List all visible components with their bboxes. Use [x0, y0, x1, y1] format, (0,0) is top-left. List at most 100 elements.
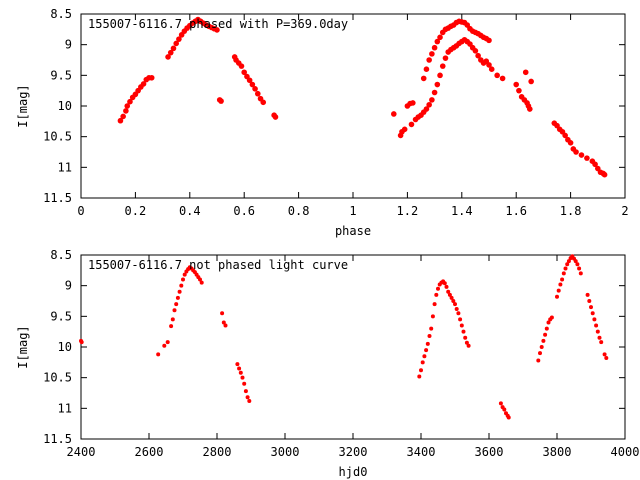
- unphased-data-point: [427, 333, 432, 338]
- unphased-x-tick-label: 2600: [135, 445, 164, 459]
- unphased-data-point: [237, 366, 242, 371]
- phased-data-point: [140, 81, 147, 87]
- phased-data-point: [499, 75, 506, 82]
- phased-x-tick-label: 1.6: [505, 204, 527, 218]
- unphased-data-point: [243, 389, 248, 394]
- unphased-data-point: [539, 345, 544, 349]
- unphased-data-point: [174, 302, 179, 307]
- unphased-data-point: [577, 266, 582, 271]
- phased-data-point: [442, 55, 449, 61]
- phased-data-point: [420, 75, 427, 82]
- unphased-x-tick-label: 4000: [611, 445, 640, 459]
- phased-data-point: [254, 90, 261, 97]
- phased-data-point: [170, 45, 177, 52]
- phased-data-point: [127, 98, 133, 105]
- unphased-data-point: [444, 284, 449, 289]
- phased-data-point: [592, 161, 598, 168]
- phased-data-point: [165, 54, 171, 60]
- unphased-data-point: [595, 329, 600, 334]
- unphased-data-point: [454, 306, 459, 311]
- unphased-data-point: [170, 317, 175, 322]
- unphased-x-tick-label: 3200: [339, 445, 368, 459]
- phased-x-tick-label: 2: [621, 204, 628, 218]
- phased-data-point: [429, 97, 435, 103]
- phased-data-point: [426, 101, 432, 108]
- unphased-x-tick-label: 2400: [67, 445, 96, 459]
- phased-data-point: [578, 152, 585, 158]
- unphased-data-point: [447, 292, 452, 297]
- unphased-data-point: [555, 294, 559, 299]
- phased-data-point: [429, 51, 435, 57]
- unphased-data-point: [169, 324, 174, 329]
- unphased-data-point: [556, 288, 561, 293]
- phased-y-tick-label: 10.5: [43, 130, 72, 144]
- unphased-data-point: [453, 302, 457, 307]
- unphased-x-tick-label: 3600: [475, 445, 504, 459]
- unphased-data-point: [235, 362, 240, 367]
- phased-x-tick-label: 0.6: [233, 204, 255, 218]
- unphased-data-point: [451, 299, 456, 303]
- unphased-data-point: [442, 281, 447, 286]
- unphased-data-point: [502, 407, 507, 412]
- unphased-data-point: [597, 335, 602, 340]
- phased-data-point: [475, 52, 481, 59]
- unphased-data-point: [156, 352, 161, 357]
- unphased-data-point: [565, 262, 570, 267]
- phased-data-point: [437, 72, 443, 79]
- unphased-data-point: [177, 289, 182, 294]
- phased-data-point: [573, 149, 579, 155]
- phased-data-point: [528, 78, 534, 85]
- unphased-data-point: [245, 395, 250, 400]
- unphased-data-point: [543, 332, 548, 337]
- phased-plot-title: 155007-6116.7 phased with P=369.0day: [88, 17, 348, 31]
- unphased-data-point: [162, 343, 167, 348]
- unphased-data-point: [198, 277, 202, 282]
- unphased-data-point: [585, 292, 590, 297]
- unphased-data-point: [544, 326, 549, 331]
- phased-data-point: [238, 63, 245, 69]
- unphased-x-axis-title: hjd0: [339, 465, 368, 479]
- unphased-data-point: [604, 356, 609, 361]
- unphased-data-point: [594, 323, 599, 328]
- phased-data-point: [173, 40, 179, 47]
- unphased-x-tick-label: 3400: [407, 445, 436, 459]
- phased-data-point: [494, 72, 500, 79]
- unphased-data-point: [449, 295, 454, 300]
- phased-y-tick-label: 11: [58, 160, 72, 174]
- phased-x-tick-label: 0.4: [179, 204, 201, 218]
- phased-data-point: [434, 81, 441, 88]
- phased-data-point: [584, 155, 590, 161]
- unphased-data-point: [425, 341, 430, 346]
- phased-data-point: [434, 38, 441, 45]
- unphased-y-tick-label: 11.5: [43, 432, 72, 446]
- unphased-data-point: [456, 311, 461, 316]
- unphased-data-point: [432, 302, 437, 307]
- unphased-data-point: [429, 326, 434, 331]
- unphased-data-point: [223, 323, 228, 328]
- phased-data-point: [260, 99, 267, 106]
- unphased-data-point: [538, 351, 542, 356]
- unphased-data-point: [578, 271, 583, 276]
- unphased-data-point: [424, 348, 429, 353]
- unphased-data-point: [238, 370, 243, 375]
- unphased-data-point: [446, 289, 451, 294]
- unphased-data-point: [175, 295, 180, 300]
- unphased-data-point: [506, 415, 511, 420]
- phased-data-point: [567, 140, 574, 146]
- phased-data-point: [472, 48, 479, 54]
- phased-x-tick-label: 0.8: [288, 204, 310, 218]
- unphased-data-point: [466, 343, 471, 348]
- unphased-data-point: [422, 354, 427, 359]
- phased-x-tick-label: 1.8: [560, 204, 582, 218]
- phased-data-point: [437, 34, 443, 41]
- unphased-data-point: [549, 315, 554, 320]
- unphased-y-tick-label: 9: [65, 279, 72, 293]
- unphased-y-tick-label: 8.5: [50, 248, 72, 262]
- unphased-data-point: [536, 358, 541, 363]
- phased-data-point: [123, 108, 129, 114]
- unphased-data-point: [459, 323, 464, 328]
- unphased-data-point: [436, 286, 440, 291]
- unphased-light-curve-panel: 2400 2600 2800 3000 3200 3400 3600 3800 4000 8.5 9…: [16, 248, 639, 479]
- unphased-data-point: [563, 266, 568, 271]
- unphased-data-point: [417, 374, 422, 379]
